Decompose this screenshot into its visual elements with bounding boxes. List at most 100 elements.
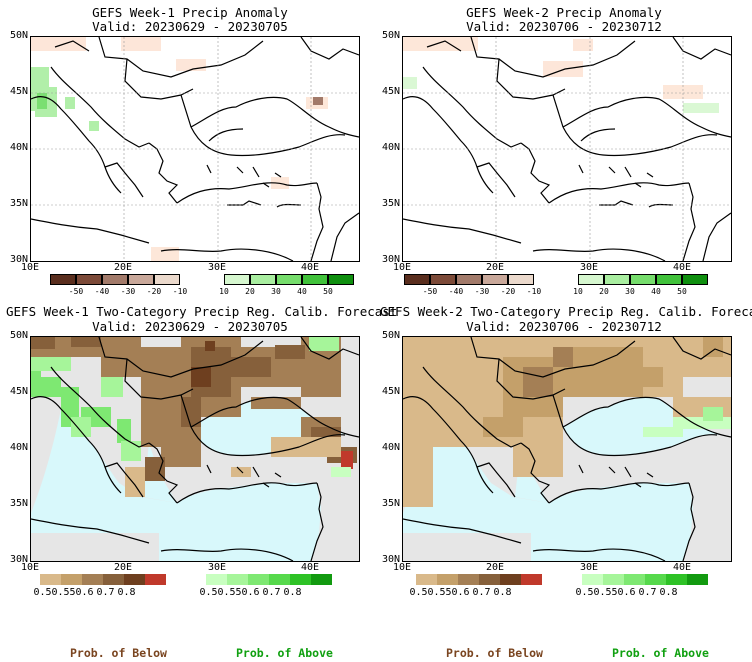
map-week2-anomaly <box>402 36 732 262</box>
colorbar-tick-label: -30 <box>120 287 136 296</box>
colorbar-tick-label: -40 <box>94 287 110 296</box>
colorbar-tick-label: 0.55 <box>217 587 242 598</box>
colorbar-swatch <box>437 574 458 585</box>
colorbar-gap <box>534 274 578 285</box>
colorbar-swatch <box>145 574 166 585</box>
x-tick-label: 10E <box>20 262 40 273</box>
colorbar-tick-label: 0.6 <box>617 587 636 598</box>
y-tick-label: 40N <box>381 142 400 153</box>
panel-subtitle: Valid: 20230629 - 20230705 <box>92 319 288 334</box>
colorbar-tick-label: 0.8 <box>493 587 512 598</box>
y-tick-label: 30N <box>9 254 28 265</box>
colorbar-tick-label: -50 <box>422 287 438 296</box>
colorbar-tick-label: 0.5 <box>409 587 428 598</box>
colorbar-swatch <box>124 574 145 585</box>
colorbar-swatch <box>248 574 269 585</box>
colorbar-tick-label: 0.5 <box>33 587 52 598</box>
colorbar-tick-label: 10 <box>573 287 583 296</box>
colorbar-tick-label: 0.6 <box>75 587 94 598</box>
colorbar-tick-label: 10 <box>219 287 229 296</box>
y-tick-label: 50N <box>9 30 28 41</box>
y-tick-label: 35N <box>381 498 400 509</box>
anomaly-colorbar: -50 -40 -30 -20 -10 10 20 30 40 50 <box>404 274 710 300</box>
colorbar-swatch <box>269 574 290 585</box>
colorbar-swatch <box>50 274 76 285</box>
y-tick-label: 50N <box>381 30 400 41</box>
colorbar-tick-label: 0.7 <box>96 587 115 598</box>
colorbar-gap <box>180 274 224 285</box>
y-tick-label: 40N <box>9 442 28 453</box>
colorbar-tick-label: 30 <box>271 287 281 296</box>
colorbar-tick-label: 50 <box>677 287 687 296</box>
colorbar-swatch <box>302 274 328 285</box>
x-tick-label: 20E <box>113 262 133 273</box>
colorbar-swatch <box>430 274 456 285</box>
colorbar-swatch <box>82 574 103 585</box>
colorbar-tick-label: 0.6 <box>451 587 470 598</box>
y-tick-label: 45N <box>381 386 400 397</box>
x-tick-label: 30E <box>207 262 227 273</box>
y-tick-label: 45N <box>9 386 28 397</box>
panel-week1-anomaly: GEFS Week-1 Precip Anomaly Valid: 202306… <box>0 0 376 300</box>
y-tick-label: 35N <box>9 498 28 509</box>
colorbar-swatch <box>479 574 500 585</box>
colorbar-swatch <box>328 274 354 285</box>
colorbar-swatch <box>508 274 534 285</box>
colorbar-swatch <box>76 274 102 285</box>
colorbar-swatch <box>582 574 603 585</box>
map-week1-anomaly <box>30 36 360 262</box>
colorbar-tick-label: -40 <box>448 287 464 296</box>
colorbar-swatch <box>682 274 708 285</box>
colorbar-tick-label: 0.7 <box>638 587 657 598</box>
prob-above-label: Prob. of Above <box>612 646 709 660</box>
map-week1-two-category <box>30 336 360 562</box>
colorbar-swatch <box>311 574 332 585</box>
colorbar-swatch <box>603 574 624 585</box>
y-tick-label: 40N <box>9 142 28 153</box>
colorbar-tick-label: 0.55 <box>427 587 452 598</box>
colorbar-tick-label: -20 <box>146 287 162 296</box>
y-tick-label: 45N <box>9 86 28 97</box>
y-tick-label: 50N <box>381 330 400 341</box>
prob-above-colorbar: 0.5 0.55 0.6 0.7 0.8 <box>575 574 724 600</box>
colorbar-swatch <box>227 574 248 585</box>
colorbar-tick-label: 0.5 <box>575 587 594 598</box>
colorbar-tick-label: 20 <box>599 287 609 296</box>
colorbar-tick-label: -10 <box>526 287 542 296</box>
x-tick-label: 40E <box>672 262 692 273</box>
colorbar-swatch <box>656 274 682 285</box>
x-tick-label: 40E <box>300 562 320 573</box>
colorbar-tick-label: -50 <box>68 287 84 296</box>
colorbar-tick-label: -10 <box>172 287 188 296</box>
colorbar-swatch <box>456 274 482 285</box>
y-tick-label: 35N <box>9 198 28 209</box>
colorbar-swatch <box>102 274 128 285</box>
prob-below-colorbar: 0.5 0.55 0.6 0.7 0.8 <box>409 574 558 600</box>
colorbar-tick-label: 0.7 <box>262 587 281 598</box>
colorbar-tick-label: -30 <box>474 287 490 296</box>
colorbar-tick-label: 0.8 <box>117 587 136 598</box>
colorbar-tick-label: 40 <box>297 287 307 296</box>
colorbar-tick-label: 0.55 <box>593 587 618 598</box>
panel-week1-two-category: GEFS Week-1 Two-Category Precip Reg. Cal… <box>0 300 397 600</box>
colorbar-swatch <box>206 574 227 585</box>
y-tick-label: 30N <box>9 554 28 565</box>
colorbar-swatch <box>61 574 82 585</box>
panel-subtitle: Valid: 20230706 - 20230712 <box>466 19 662 34</box>
colorbar-tick-label: 30 <box>625 287 635 296</box>
colorbar-swatch <box>521 574 542 585</box>
panel-title: GEFS Week-2 Two-Category Precip Reg. Cal… <box>380 304 752 319</box>
colorbar-swatch <box>578 274 604 285</box>
panel-subtitle: Valid: 20230706 - 20230712 <box>466 319 662 334</box>
prob-below-label: Prob. of Below <box>70 646 167 660</box>
colorbar-swatch <box>458 574 479 585</box>
colorbar-swatch <box>624 574 645 585</box>
prob-below-label: Prob. of Below <box>446 646 543 660</box>
y-tick-label: 50N <box>9 330 28 341</box>
colorbar-swatch <box>40 574 61 585</box>
x-tick-label: 30E <box>207 562 227 573</box>
colorbar-swatch <box>290 574 311 585</box>
colorbar-tick-label: 50 <box>323 287 333 296</box>
colorbar-swatch <box>103 574 124 585</box>
colorbar-swatch <box>404 274 430 285</box>
